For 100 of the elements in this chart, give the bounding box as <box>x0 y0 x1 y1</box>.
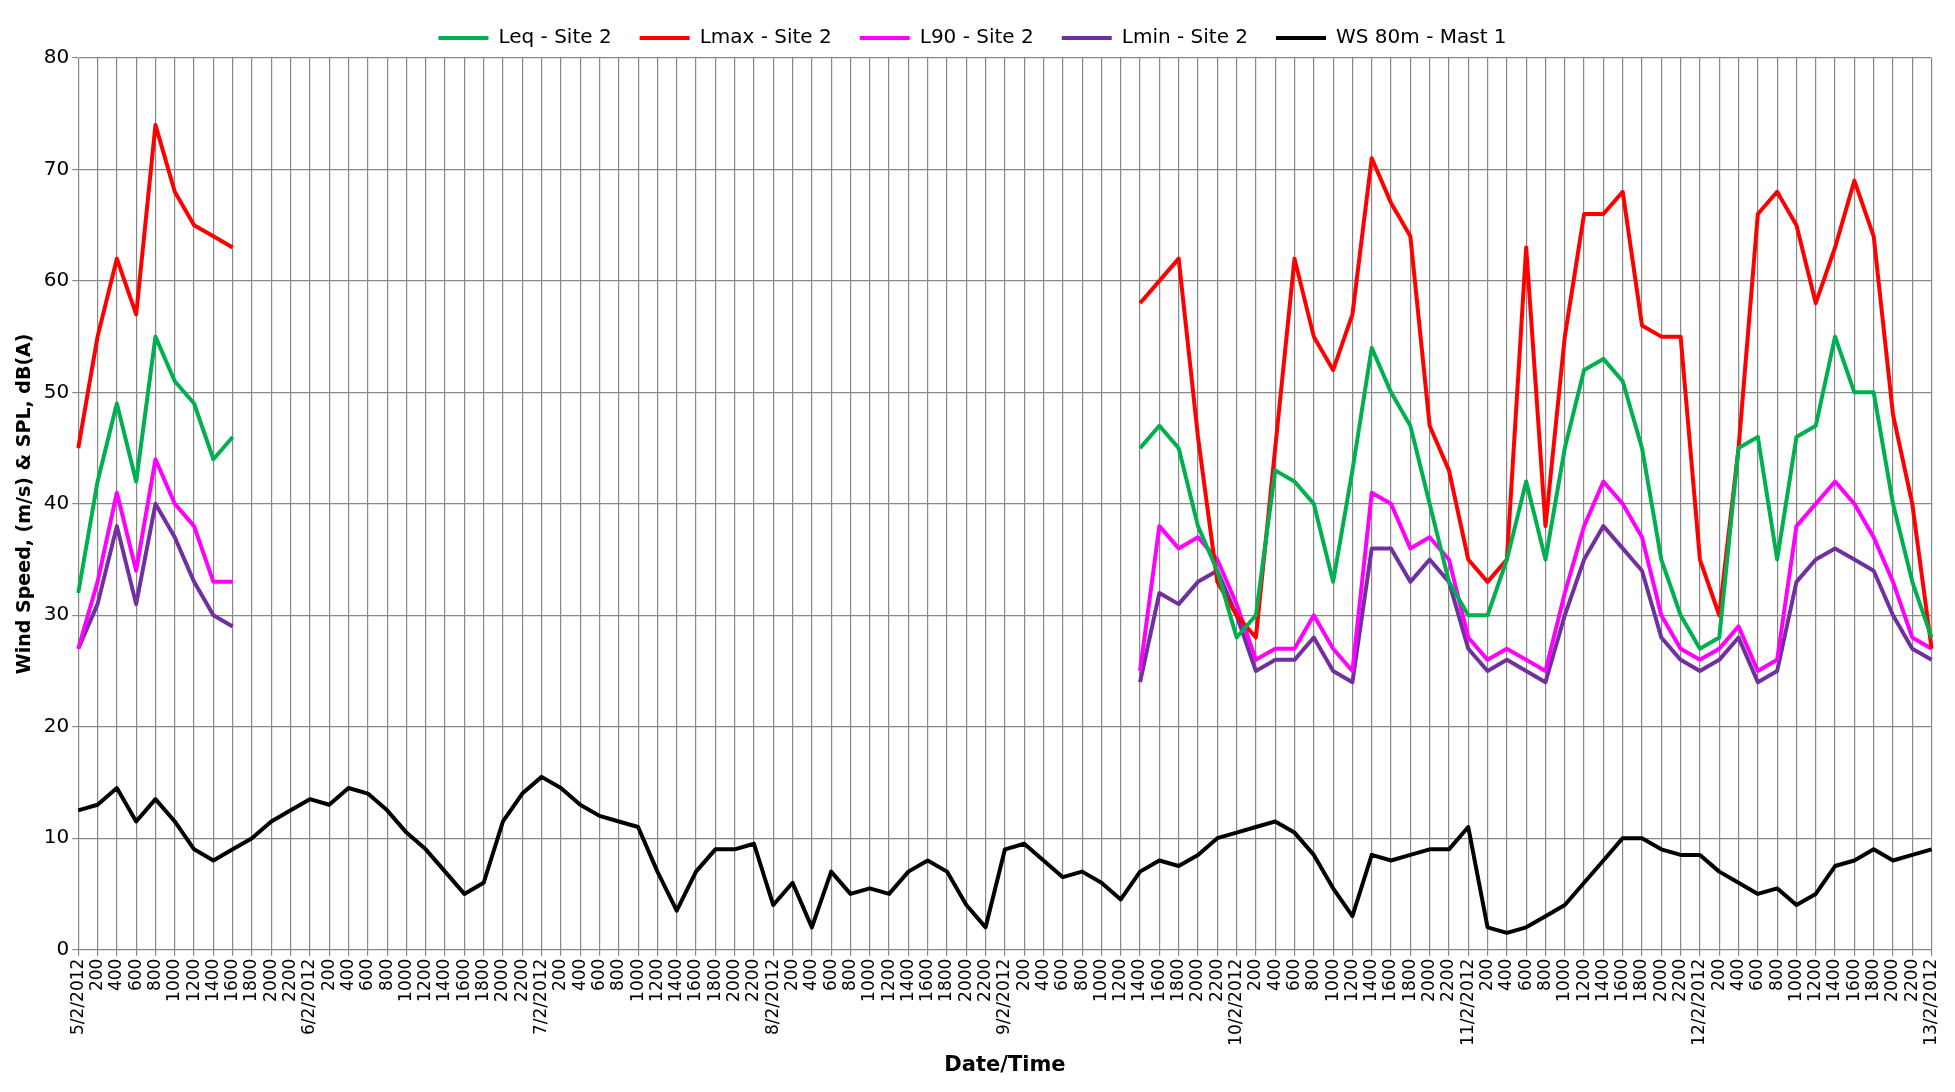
y-tick-label: 40 <box>43 490 70 515</box>
x-tick-label: 1400 <box>1823 958 1844 1002</box>
x-tick-label: 2000 <box>259 958 280 1002</box>
x-tick-label: 2200 <box>1437 958 1458 1002</box>
x-tick-label: 400 <box>105 958 126 992</box>
x-tick-label: 1800 <box>703 958 724 1002</box>
x-axis-title: Date/Time <box>944 1051 1066 1076</box>
x-tick-label: 1400 <box>1591 958 1612 1002</box>
x-tick-label: 1200 <box>645 958 666 1002</box>
x-tick-label: 600 <box>1051 958 1072 992</box>
x-tick-label: 10/2/2012 <box>1225 958 1246 1046</box>
x-tick-label: 1600 <box>1147 958 1168 1002</box>
x-tick-label: 1200 <box>1109 958 1130 1002</box>
x-tick-label: 800 <box>838 958 859 992</box>
x-tick-label: 400 <box>1031 958 1052 992</box>
x-tick-label: 1600 <box>1842 958 1863 1002</box>
x-tick-label: 7/2/2012 <box>530 958 551 1035</box>
x-tick-label: 2000 <box>723 958 744 1002</box>
x-tick-label: 1000 <box>626 958 647 1002</box>
y-tick-label: 80 <box>43 44 70 69</box>
x-tick-label: 2200 <box>1900 958 1921 1002</box>
x-tick-label: 1200 <box>414 958 435 1002</box>
x-tick-label: 1600 <box>916 958 937 1002</box>
x-tick-label: 2000 <box>1649 958 1670 1002</box>
x-tick-label: 1800 <box>1862 958 1883 1002</box>
x-tick-label: 1600 <box>1379 958 1400 1002</box>
legend-label: Lmax - Site 2 <box>699 24 832 49</box>
x-tick-label: 2000 <box>1186 958 1207 1002</box>
x-tick-label: 1400 <box>665 958 686 1002</box>
x-tick-label: 1000 <box>1553 958 1574 1002</box>
x-tick-label: 1800 <box>472 958 493 1002</box>
x-tick-label: 2000 <box>491 958 512 1002</box>
x-tick-label: 2000 <box>1418 958 1439 1002</box>
x-tick-label: 800 <box>143 958 164 992</box>
legend-label: L90 - Site 2 <box>919 24 1034 49</box>
x-tick-label: 2200 <box>1669 958 1690 1002</box>
legend-label: Leq - Site 2 <box>498 24 612 49</box>
x-tick-label: 200 <box>549 958 570 992</box>
x-tick-label: 1600 <box>452 958 473 1002</box>
x-tick-label: 1000 <box>1321 958 1342 1002</box>
y-tick-label: 20 <box>43 712 70 737</box>
x-tick-label: 600 <box>819 958 840 992</box>
x-tick-label: 200 <box>1244 958 1265 992</box>
x-tick-label: 200 <box>1012 958 1033 992</box>
x-tick-label: 5/2/2012 <box>66 958 87 1035</box>
y-tick-label: 70 <box>43 155 70 180</box>
x-tick-label: 1200 <box>877 958 898 1002</box>
y-tick-label: 10 <box>43 824 70 849</box>
x-tick-label: 600 <box>587 958 608 992</box>
x-tick-label: 1000 <box>1089 958 1110 1002</box>
x-tick-label: 12/2/2012 <box>1688 958 1709 1046</box>
x-tick-label: 1800 <box>240 958 261 1002</box>
x-tick-label: 200 <box>85 958 106 992</box>
x-tick-label: 200 <box>1707 958 1728 992</box>
x-tick-label: 200 <box>317 958 338 992</box>
x-tick-label: 1000 <box>163 958 184 1002</box>
x-tick-label: 1400 <box>1128 958 1149 1002</box>
x-tick-label: 600 <box>356 958 377 992</box>
x-tick-label: 13/2/2012 <box>1920 958 1941 1046</box>
x-tick-label: 11/2/2012 <box>1456 958 1477 1046</box>
x-tick-label: 1600 <box>684 958 705 1002</box>
x-tick-label: 1400 <box>201 958 222 1002</box>
x-tick-label: 1400 <box>1360 958 1381 1002</box>
x-tick-label: 8/2/2012 <box>761 958 782 1035</box>
x-tick-label: 1000 <box>1784 958 1805 1002</box>
x-tick-label: 1800 <box>1630 958 1651 1002</box>
x-tick-label: 400 <box>1495 958 1516 992</box>
y-axis-title: Wind Speed, (m/s) & SPL, dB(A) <box>12 333 35 675</box>
x-tick-label: 800 <box>1533 958 1554 992</box>
x-tick-label: 1800 <box>935 958 956 1002</box>
x-tick-label: 600 <box>1746 958 1767 992</box>
x-tick-label: 2000 <box>954 958 975 1002</box>
x-tick-label: 1800 <box>1167 958 1188 1002</box>
x-tick-label: 2200 <box>1205 958 1226 1002</box>
x-tick-label: 1800 <box>1398 958 1419 1002</box>
x-tick-label: 400 <box>800 958 821 992</box>
x-tick-label: 600 <box>1514 958 1535 992</box>
x-tick-label: 2200 <box>279 958 300 1002</box>
x-tick-label: 1600 <box>1611 958 1632 1002</box>
x-tick-label: 800 <box>1765 958 1786 992</box>
y-tick-label: 0 <box>56 935 70 960</box>
x-tick-label: 600 <box>124 958 145 992</box>
x-tick-label: 1600 <box>221 958 242 1002</box>
x-tick-label: 1200 <box>1572 958 1593 1002</box>
x-tick-label: 800 <box>1302 958 1323 992</box>
legend-label: Lmin - Site 2 <box>1121 24 1249 49</box>
x-tick-label: 400 <box>568 958 589 992</box>
x-tick-label: 1200 <box>1340 958 1361 1002</box>
x-tick-label: 9/2/2012 <box>993 958 1014 1035</box>
x-tick-label: 2200 <box>742 958 763 1002</box>
legend-label: WS 80m - Mast 1 <box>1336 24 1507 49</box>
x-tick-label: 800 <box>1070 958 1091 992</box>
x-tick-label: 1000 <box>858 958 879 1002</box>
x-tick-label: 200 <box>1475 958 1496 992</box>
y-tick-label: 50 <box>43 378 70 403</box>
x-tick-label: 1400 <box>896 958 917 1002</box>
y-tick-label: 60 <box>43 267 70 292</box>
x-tick-label: 1400 <box>433 958 454 1002</box>
x-tick-label: 800 <box>375 958 396 992</box>
x-tick-label: 2200 <box>510 958 531 1002</box>
